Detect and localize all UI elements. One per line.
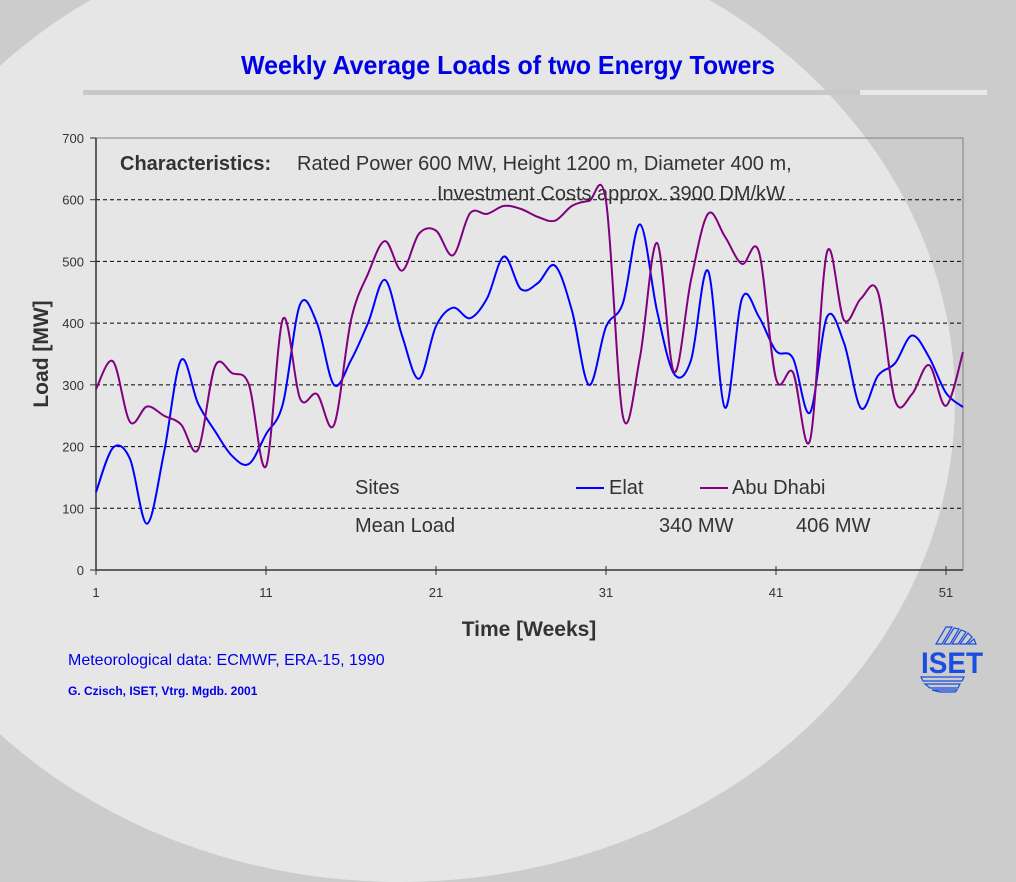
series-line-abu-dhabi — [96, 185, 963, 468]
y-tick-label: 300 — [62, 378, 84, 393]
y-tick-label: 200 — [62, 440, 84, 455]
y-tick-label: 600 — [62, 193, 84, 208]
x-tick-label: 11 — [259, 585, 273, 600]
y-tick-label: 700 — [62, 131, 84, 146]
grid-lines — [96, 200, 963, 509]
data-source-note: Meteorological data: ECMWF, ERA-15, 1990 — [68, 652, 385, 670]
x-tick-label: 1 — [92, 585, 99, 600]
legend-abu-dhabi-label: Abu Dhabi — [732, 477, 825, 499]
mean-load-abu-dhabi: 406 MW — [796, 515, 871, 537]
logo-top-stripes-icon — [936, 627, 976, 644]
x-tick-label: 31 — [599, 585, 613, 600]
x-axis-label: Time [Weeks] — [462, 618, 597, 641]
characteristics-line1: Rated Power 600 MW, Height 1200 m, Diame… — [297, 153, 792, 175]
credit-note: G. Czisch, ISET, Vtrg. Mgdb. 2001 — [68, 684, 257, 698]
x-tick-label: 51 — [939, 585, 953, 600]
legend-elat-label: Elat — [609, 477, 644, 499]
legend-sites-label: Sites — [355, 477, 399, 499]
iset-logo: ISET — [918, 617, 986, 693]
logo-text: ISET — [921, 647, 983, 680]
x-tick-label: 21 — [429, 585, 443, 600]
mean-load-label: Mean Load — [355, 515, 455, 537]
y-tick-label: 500 — [62, 254, 84, 269]
characteristics-label: Characteristics: — [120, 153, 271, 175]
y-tick-label: 100 — [62, 501, 84, 516]
y-axis-label: Load [MW] — [30, 300, 53, 407]
y-tick-label: 400 — [62, 316, 84, 331]
series-lines — [96, 185, 963, 524]
mean-load-elat: 340 MW — [659, 515, 734, 537]
y-axis-ticks: 0 100 200 300 400 500 600 700 — [62, 131, 96, 578]
series-line-elat — [96, 224, 963, 523]
y-tick-label: 0 — [77, 563, 84, 578]
x-tick-label: 41 — [769, 585, 783, 600]
characteristics-line2: Investment Costs approx. 3900 DM/kW — [437, 183, 785, 205]
